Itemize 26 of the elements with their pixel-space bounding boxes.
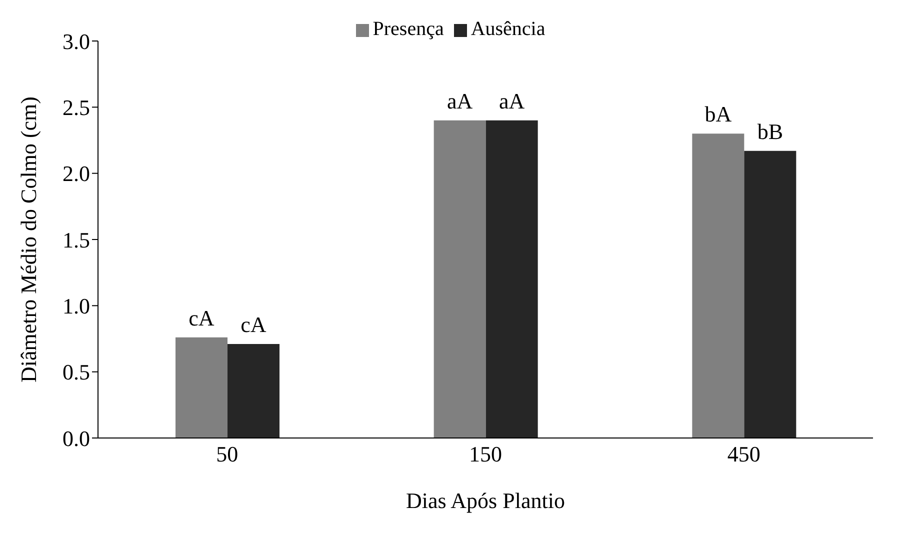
bar bbox=[744, 150, 796, 438]
y-tick-label: 1.5 bbox=[62, 227, 90, 252]
data-label: bA bbox=[704, 102, 732, 127]
bar bbox=[434, 120, 486, 438]
data-label: cA bbox=[188, 305, 214, 330]
x-tick-label: 150 bbox=[469, 442, 502, 467]
y-axis-title: Diâmetro Médio do Colmo (cm) bbox=[16, 96, 41, 382]
legend-label: Ausência bbox=[470, 18, 546, 40]
y-tick-label: 2.0 bbox=[62, 161, 90, 186]
data-label: bB bbox=[757, 118, 784, 144]
x-tick-label: 450 bbox=[727, 442, 760, 467]
data-label: aA bbox=[499, 88, 525, 114]
bar bbox=[228, 344, 280, 438]
x-tick-label: 50 bbox=[216, 442, 238, 467]
x-axis-title: Dias Após Plantio bbox=[406, 488, 565, 513]
y-tick-label: 2.5 bbox=[62, 94, 90, 120]
y-tick-label: 3.0 bbox=[62, 28, 90, 54]
data-label: cA bbox=[240, 312, 266, 338]
y-tick-label: 0.0 bbox=[62, 426, 90, 451]
bar bbox=[486, 120, 538, 438]
y-tick-label: 0.5 bbox=[62, 360, 90, 385]
bar bbox=[692, 134, 744, 438]
data-label: aA bbox=[447, 88, 473, 114]
legend-label: Presença bbox=[372, 18, 444, 40]
bar bbox=[176, 337, 228, 438]
y-tick-label: 1.0 bbox=[62, 293, 90, 318]
